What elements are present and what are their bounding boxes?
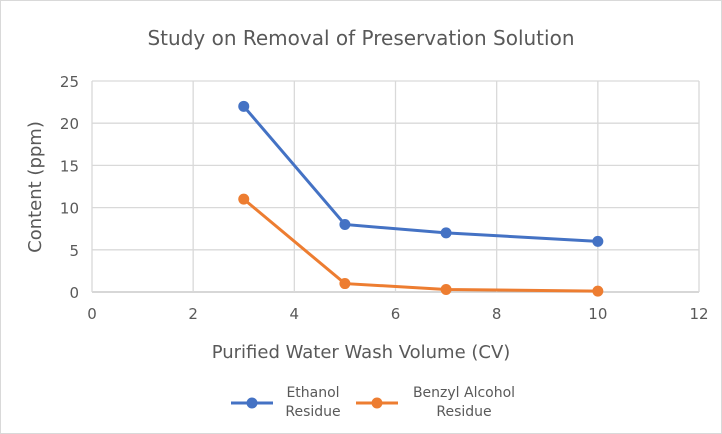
x-tick-label: 10 [588, 305, 607, 323]
legend-label: Benzyl Alcohol [413, 385, 515, 401]
y-tick-label: 10 [60, 200, 79, 218]
x-axis-label: Purified Water Wash Volume (CV) [212, 342, 511, 363]
data-point [440, 283, 452, 295]
series-line [242, 198, 598, 293]
legend-label: Residue [285, 404, 340, 420]
data-point [339, 218, 351, 230]
data-point [238, 193, 250, 205]
legend-label: Ethanol [286, 385, 339, 401]
series-line [242, 105, 598, 243]
legend-label: Residue [436, 404, 491, 420]
y-axis-label: Content (ppm) [25, 121, 46, 253]
y-tick-label: 20 [60, 115, 79, 133]
y-tick-label: 5 [69, 242, 79, 260]
x-tick-label: 4 [290, 305, 300, 323]
x-tick-label: 2 [188, 305, 198, 323]
y-tick-label: 0 [69, 284, 79, 302]
data-point [339, 278, 351, 290]
data-point [592, 285, 604, 297]
legend-marker [371, 397, 383, 409]
y-tick-label: 15 [60, 157, 79, 175]
chart-title: Study on Removal of Preservation Solutio… [147, 26, 574, 50]
x-tick-label: 0 [87, 305, 97, 323]
data-point [592, 235, 604, 247]
y-tick-label: 25 [60, 73, 79, 91]
x-tick-label: 12 [689, 305, 708, 323]
x-tick-label: 6 [391, 305, 401, 323]
data-point [440, 227, 452, 239]
data-point [238, 100, 250, 112]
legend-marker [246, 397, 258, 409]
x-tick-label: 8 [492, 305, 502, 323]
